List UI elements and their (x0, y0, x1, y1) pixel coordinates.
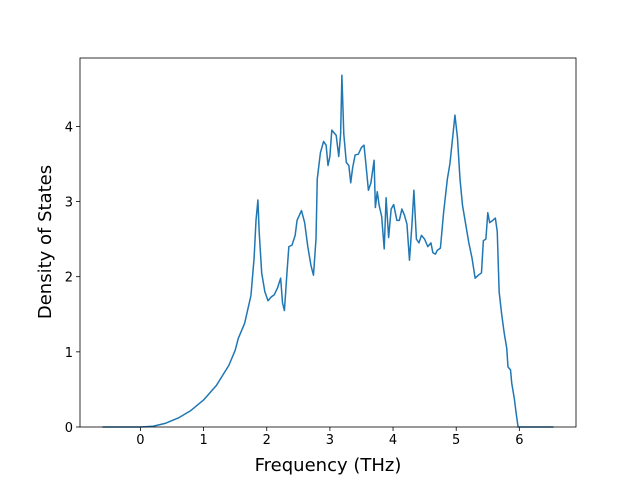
x-tick-label: 1 (199, 433, 207, 448)
y-tick-label: 1 (65, 346, 73, 361)
x-tick-label: 6 (515, 433, 523, 448)
y-tick-label: 0 (65, 421, 73, 436)
x-tick-label: 0 (136, 433, 144, 448)
y-tick-label: 2 (65, 271, 73, 286)
y-axis-label: Density of States (35, 165, 56, 319)
y-tick-label: 3 (65, 196, 73, 211)
x-tick-label: 2 (263, 433, 271, 448)
x-axis-label: Frequency (THz) (255, 455, 402, 476)
x-tick-label: 4 (389, 433, 397, 448)
y-tick-label: 4 (65, 120, 73, 135)
plot-frame (79, 57, 577, 428)
data-line (102, 74, 554, 428)
x-tick-label: 3 (326, 433, 334, 448)
x-tick-label: 5 (452, 433, 460, 448)
